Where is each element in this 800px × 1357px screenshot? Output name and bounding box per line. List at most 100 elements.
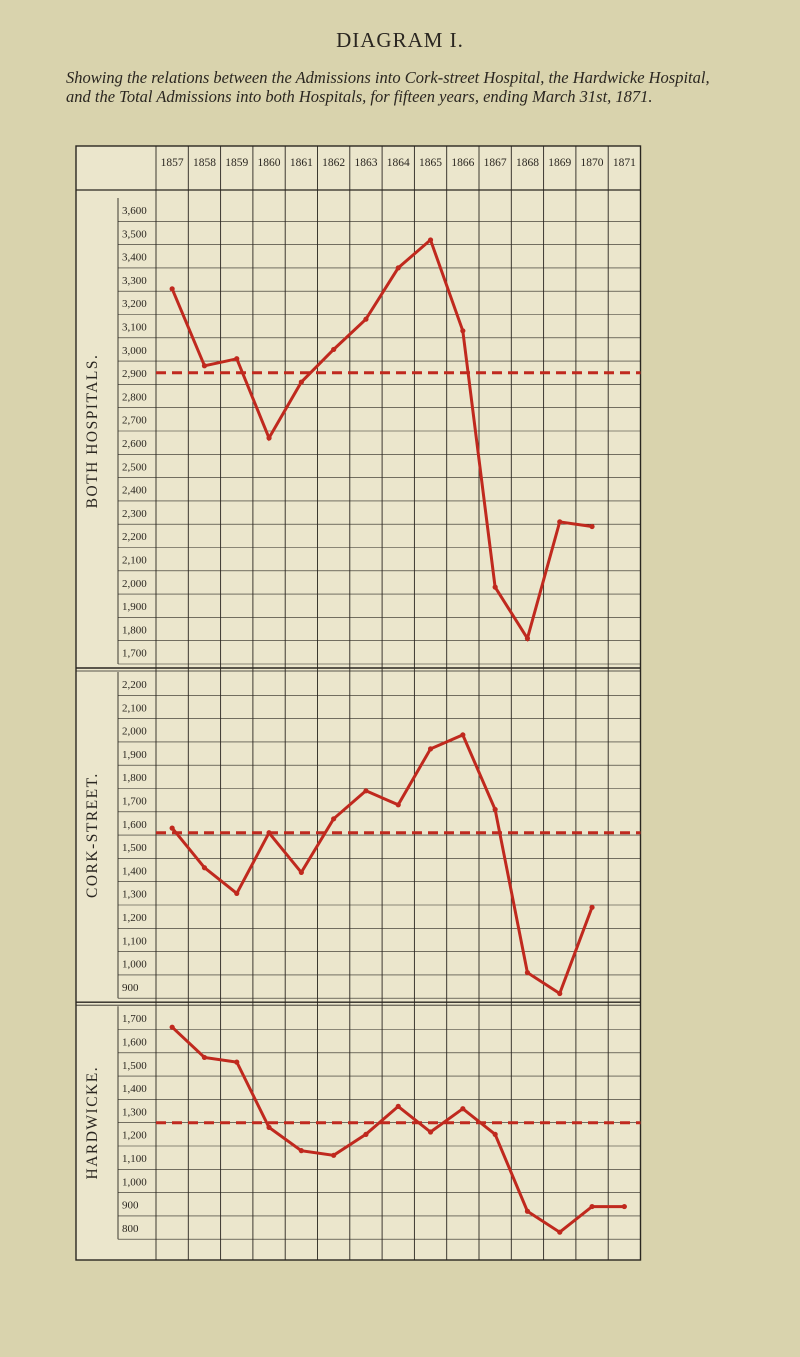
panel-label: BOTH HOSPITALS. (84, 354, 101, 509)
data-point (621, 1203, 627, 1210)
x-tick-label: 1861 (290, 157, 313, 169)
y-tick-label: 1,000 (122, 959, 147, 971)
x-tick-label: 1870 (581, 157, 604, 169)
y-tick-label: 1,800 (122, 624, 147, 636)
data-point (524, 969, 531, 976)
series-line (170, 237, 593, 643)
y-tick-label: 2,100 (122, 702, 147, 714)
data-point (395, 1103, 401, 1109)
x-tick-label: 1867 (484, 157, 507, 169)
data-point (201, 363, 208, 369)
panel-label: CORK-STREET. (84, 772, 101, 898)
panel-label: HARDWICKE. (84, 1066, 101, 1180)
data-point (169, 286, 175, 292)
y-tick-label: 3,500 (122, 228, 147, 240)
diagram-title: DIAGRAM I. (336, 28, 464, 52)
data-point (589, 1203, 595, 1210)
y-tick-label: 2,900 (122, 368, 147, 380)
x-tick-label: 1859 (225, 157, 248, 169)
data-point (395, 802, 401, 808)
data-point (169, 825, 175, 831)
y-tick-label: 2,100 (122, 555, 147, 567)
data-point (524, 1208, 531, 1214)
data-point (427, 746, 434, 752)
data-point (460, 328, 466, 334)
y-tick-label: 1,500 (122, 1060, 147, 1072)
data-point (363, 316, 369, 322)
data-point (363, 788, 369, 794)
y-tick-label: 2,600 (122, 438, 147, 450)
y-tick-label: 1,300 (122, 1106, 147, 1118)
y-tick-label: 1,900 (122, 749, 147, 761)
y-tick-label: 2,700 (122, 415, 147, 427)
y-tick-label: 2,500 (122, 461, 147, 473)
y-tick-label: 3,600 (122, 205, 147, 217)
data-point (298, 379, 304, 385)
x-tick-label: 1857 (161, 157, 184, 169)
y-tick-label: 1,600 (122, 819, 147, 831)
series-line (171, 732, 594, 996)
data-point (589, 523, 595, 530)
y-tick-label: 1,200 (122, 912, 147, 924)
data-point (331, 816, 337, 822)
y-tick-label: 3,400 (122, 252, 147, 264)
panel-cork-street: 2,200 2,100 2,000 1,900 1,800 1,700 1,600 1,500… (76, 667, 641, 999)
data-point (492, 806, 498, 813)
data-point (427, 1129, 434, 1135)
data-point (201, 1054, 208, 1061)
x-tick-label: 1868 (516, 157, 539, 169)
data-point (266, 830, 272, 836)
y-tick-label: 1,700 (122, 1013, 147, 1025)
y-tick-label: 1,100 (122, 935, 147, 947)
panel-both-hospitals: 3,600 3,500 3,400 3,300 3,200 3,100 3,000 2,900… (84, 198, 641, 665)
y-tick-label: 3,000 (122, 345, 147, 357)
data-point (460, 732, 466, 738)
y-tick-label: 2,200 (122, 679, 147, 691)
data-point (395, 265, 401, 271)
data-point (557, 990, 563, 997)
x-tick-label: 1864 (387, 157, 410, 169)
y-tick-label: 3,200 (122, 298, 147, 310)
data-point (363, 1131, 369, 1137)
y-tick-label: 1,000 (122, 1176, 147, 1188)
y-tick-label: 900 (122, 1200, 139, 1212)
data-point (266, 435, 272, 441)
x-tick-label: 1858 (193, 157, 216, 169)
y-tick-label: 1,100 (122, 1153, 147, 1165)
data-point (460, 1106, 466, 1112)
data-point (234, 890, 240, 896)
y-tick-label: 1,400 (122, 1083, 147, 1095)
x-tick-label: 1869 (548, 157, 571, 169)
data-point (169, 1024, 175, 1030)
x-tick-label: 1863 (354, 157, 377, 169)
y-tick-label: 1,200 (122, 1130, 147, 1142)
data-point (427, 237, 434, 243)
y-tick-label: 2,000 (122, 578, 147, 590)
data-point (557, 519, 563, 525)
diagram-subtitle: Showing the relations between the Admiss… (66, 68, 710, 106)
y-tick-label: 1,900 (122, 601, 147, 613)
data-point (331, 1152, 337, 1158)
y-tick-label: 1,700 (122, 796, 147, 808)
y-tick-label: 1,700 (122, 648, 147, 660)
y-tick-label: 3,100 (122, 322, 147, 334)
y-tick-label: 1,800 (122, 772, 147, 784)
y-tick-label: 1,600 (122, 1037, 147, 1049)
data-point (524, 635, 531, 641)
x-tick-label: 1866 (451, 157, 474, 169)
y-tick-label: 2,800 (122, 391, 147, 403)
y-tick-label: 1,400 (122, 865, 147, 877)
y-tick-label: 800 (122, 1223, 139, 1235)
y-tick-label: 900 (122, 982, 139, 994)
x-tick-label: 1860 (258, 157, 281, 169)
data-point (234, 356, 240, 362)
table-frame (75, 145, 642, 1261)
x-tick-label: 1871 (613, 157, 636, 169)
data-point (266, 1124, 272, 1130)
data-point (298, 1148, 304, 1154)
y-tick-label: 2,400 (122, 485, 147, 497)
y-tick-label: 3,300 (122, 275, 147, 287)
y-tick-label: 1,300 (122, 889, 147, 901)
